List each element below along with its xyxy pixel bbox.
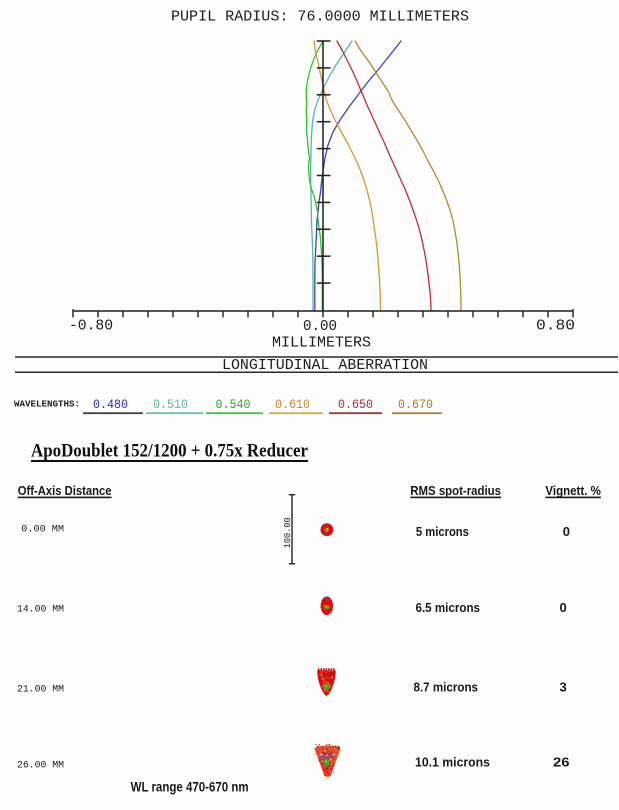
svg-text:Vignett. %: Vignett. % [545,484,601,498]
svg-text:0.00: 0.00 [303,318,337,335]
svg-text:0.540: 0.540 [216,398,251,412]
svg-text:21.00 MM: 21.00 MM [17,685,64,696]
svg-text:MILLIMETERS: MILLIMETERS [272,335,371,352]
svg-text:3: 3 [560,680,567,695]
svg-text:8.7 microns: 8.7 microns [414,680,479,695]
svg-text:0: 0 [560,600,567,615]
svg-text:100.00: 100.00 [283,517,293,548]
svg-text:0.480: 0.480 [93,398,128,412]
svg-text:14.00 MM: 14.00 MM [17,605,64,616]
svg-text:6.5 microns: 6.5 microns [416,600,481,615]
svg-text:0: 0 [563,524,570,539]
svg-text:10.1 microns: 10.1 microns [415,755,490,770]
svg-text:Off-Axis Distance: Off-Axis Distance [18,484,112,498]
svg-text:WAVELENGTHS:: WAVELENGTHS: [14,399,80,410]
svg-text:-0.80: -0.80 [69,318,113,335]
svg-text:0.650: 0.650 [338,398,373,412]
svg-text:LONGITUDINAL ABERRATION: LONGITUDINAL ABERRATION [222,357,428,374]
svg-text:ApoDoublet 152/1200 + 0.75x Re: ApoDoublet 152/1200 + 0.75x Reducer [31,441,309,462]
svg-text:0.510: 0.510 [153,398,188,412]
svg-text:RMS spot-radius: RMS spot-radius [410,484,501,498]
svg-text:WL range 470-670 nm: WL range 470-670 nm [131,779,249,795]
svg-text:26: 26 [553,755,570,770]
svg-text:0.670: 0.670 [398,398,433,412]
svg-text:26.00 MM: 26.00 MM [17,761,64,772]
svg-text:0.610: 0.610 [275,398,310,412]
svg-text:PUPIL RADIUS: 76.0000 MILLIMET: PUPIL RADIUS: 76.0000 MILLIMETERS [171,9,469,26]
svg-text:5 microns: 5 microns [416,524,469,539]
svg-text:0.00 MM: 0.00 MM [21,525,64,536]
svg-text:0.80: 0.80 [536,318,575,335]
